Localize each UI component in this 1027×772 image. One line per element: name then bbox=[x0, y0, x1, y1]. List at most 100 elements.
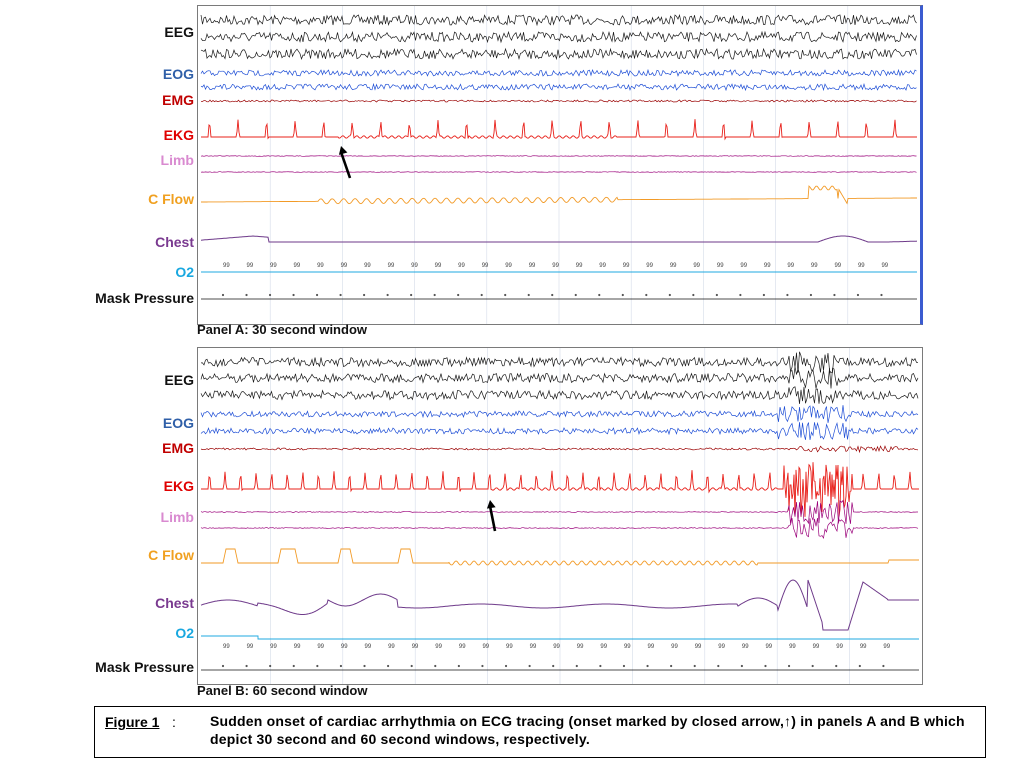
mask-pressure-tick bbox=[363, 293, 366, 297]
o2-value: 99 bbox=[858, 263, 865, 269]
o2-value: 99 bbox=[764, 263, 771, 269]
o2-value: 99 bbox=[317, 263, 324, 269]
o2-value: 99 bbox=[530, 644, 537, 650]
mask-pressure-tick bbox=[670, 664, 673, 668]
ekg-trace bbox=[201, 462, 919, 517]
mask-pressure-tick bbox=[621, 293, 624, 297]
mask-pressure-tick bbox=[480, 293, 483, 297]
label-b-mask-pressure: Mask Pressure bbox=[95, 659, 194, 675]
panel-b-caption: Panel B: 60 second window bbox=[197, 683, 368, 698]
o2-value: 99 bbox=[836, 644, 843, 650]
o2-value: 99 bbox=[223, 263, 230, 269]
o2-value: 99 bbox=[693, 263, 700, 269]
onset-arrow-a-head bbox=[338, 146, 348, 155]
eeg-trace-1 bbox=[201, 351, 919, 374]
o2-value: 99 bbox=[576, 263, 583, 269]
mask-pressure-tick bbox=[764, 664, 767, 668]
o2-value: 99 bbox=[529, 263, 536, 269]
mask-pressure-tick bbox=[363, 664, 366, 668]
label-a-eeg: EEG bbox=[164, 24, 194, 40]
mask-pressure-tick bbox=[433, 293, 436, 297]
o2-value: 99 bbox=[294, 644, 301, 650]
mask-pressure-tick bbox=[457, 664, 460, 668]
mask-pressure-tick bbox=[551, 293, 554, 297]
o2-value: 99 bbox=[388, 263, 395, 269]
label-b-o2: O2 bbox=[175, 625, 194, 641]
o2-value: 99 bbox=[646, 263, 653, 269]
mask-pressure-tick bbox=[410, 293, 413, 297]
mask-pressure-tick bbox=[504, 664, 508, 668]
mask-pressure-tick bbox=[811, 664, 814, 668]
mask-pressure-tick bbox=[693, 664, 696, 668]
o2-value: 99 bbox=[623, 263, 630, 269]
o2-value: 99 bbox=[740, 263, 747, 269]
o2-value: 99 bbox=[834, 263, 841, 269]
eeg-trace-1 bbox=[200, 14, 917, 27]
label-a-mask-pressure: Mask Pressure bbox=[95, 290, 194, 306]
limb-trace-1 bbox=[200, 155, 917, 157]
o2-value: 99 bbox=[411, 263, 418, 269]
mask-pressure-tick bbox=[646, 664, 649, 668]
mask-pressure-tick bbox=[339, 293, 342, 297]
figure-caption-box: Figure 1 : Sudden onset of cardiac arrhy… bbox=[94, 706, 986, 758]
o2-value: 99 bbox=[247, 263, 254, 269]
mask-pressure-tick bbox=[386, 293, 389, 297]
eog-trace-1 bbox=[200, 68, 917, 77]
o2-value: 99 bbox=[577, 644, 584, 650]
o2-value: 99 bbox=[881, 263, 888, 269]
eog-trace-2 bbox=[200, 421, 919, 440]
o2-value: 99 bbox=[223, 644, 230, 650]
onset-arrow-b-shaft bbox=[488, 505, 497, 532]
mask-pressure-tick bbox=[434, 664, 437, 668]
onset-arrow-a bbox=[338, 146, 352, 179]
o2-value: 99 bbox=[364, 263, 371, 269]
label-b-eeg: EEG bbox=[164, 372, 194, 388]
o2-value: 99 bbox=[459, 644, 466, 650]
label-a-ekg: EKG bbox=[163, 127, 194, 143]
o2-value: 99 bbox=[811, 263, 818, 269]
chest-trace bbox=[200, 235, 918, 243]
label-a-cflow: C Flow bbox=[148, 191, 194, 207]
chest-trace bbox=[200, 579, 919, 631]
figure-colon: : bbox=[172, 714, 176, 730]
mask-pressure-tick bbox=[787, 664, 791, 668]
mask-pressure-tick bbox=[221, 664, 225, 668]
o2-value: 99 bbox=[648, 644, 655, 650]
panel-b-svg: 99 99 99 99 99 99 99 99 99 99 99 99 99 99 99 99 99 99 99 99… bbox=[200, 348, 919, 684]
mask-pressure-tick bbox=[575, 664, 578, 668]
panel-a-svg: 99 99 99 99 99 99 99 99 99 99 99 99 99 99 99 99 99 99 99 99… bbox=[200, 6, 918, 324]
label-a-limb: Limb bbox=[160, 152, 194, 168]
mask-pressure-tick bbox=[858, 664, 861, 668]
o2-value: 99 bbox=[482, 263, 489, 269]
limb-trace-1 bbox=[200, 499, 918, 525]
panel-a-caption: Panel A: 30 second window bbox=[197, 322, 367, 337]
mask-pressure-tick bbox=[221, 293, 225, 297]
emg-trace bbox=[200, 99, 917, 103]
o2-value: 99 bbox=[365, 644, 372, 650]
label-a-emg: EMG bbox=[162, 92, 194, 108]
o2-value: 99 bbox=[412, 644, 419, 650]
o2-value: 99 bbox=[506, 644, 513, 650]
o2-value: 99 bbox=[247, 644, 254, 650]
onset-arrow-a-shaft bbox=[339, 151, 352, 179]
mask-pressure-tick bbox=[410, 664, 413, 668]
o2-value: 99 bbox=[599, 263, 606, 269]
mask-pressure-tick bbox=[740, 664, 743, 668]
o2-value: 99 bbox=[553, 644, 560, 650]
figure-text: Sudden onset of cardiac arrhythmia on EC… bbox=[210, 713, 965, 747]
o2-value: 99 bbox=[294, 263, 301, 269]
o2-value: 99 bbox=[435, 644, 442, 650]
mask-pressure-tick bbox=[856, 293, 860, 297]
mask-pressure-tick bbox=[481, 664, 484, 668]
o2-value: 99 bbox=[765, 644, 772, 650]
o2-value: 99 bbox=[670, 263, 677, 269]
o2-line bbox=[201, 635, 919, 640]
label-b-emg: EMG bbox=[162, 440, 194, 456]
o2-value: 99 bbox=[270, 644, 277, 650]
ekg-trace bbox=[201, 119, 917, 141]
mask-pressure-tick bbox=[316, 664, 319, 668]
mask-pressure-tick bbox=[880, 293, 883, 297]
mask-pressure-tick bbox=[622, 664, 626, 668]
o2-value: 99 bbox=[883, 644, 890, 650]
o2-value: 99 bbox=[789, 644, 796, 650]
